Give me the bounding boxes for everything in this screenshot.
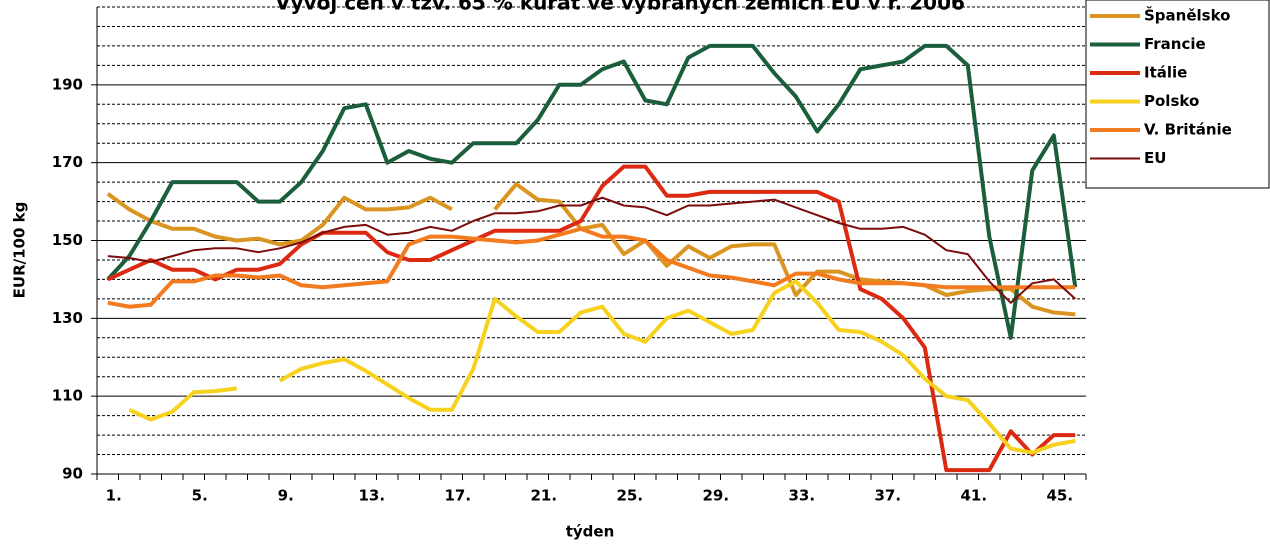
x-axis-label: týden (566, 523, 615, 541)
legend-label: Polsko (1144, 92, 1199, 110)
x-tick-label: 45. (1046, 487, 1073, 505)
x-tick-label: 5. (192, 487, 208, 505)
y-tick-label: 130 (52, 309, 83, 327)
x-tick-label: 21. (530, 487, 557, 505)
legend-box (1085, 0, 1270, 189)
x-tick-label: 37. (874, 487, 901, 505)
series-line (106, 43, 1078, 340)
x-tick-label: 17. (444, 487, 471, 505)
y-tick-label: 190 (52, 75, 83, 93)
x-tick-label: 29. (702, 487, 729, 505)
series-line (107, 196, 1076, 304)
legend-label: Itálie (1144, 64, 1187, 82)
y-tick-label: 110 (52, 387, 83, 405)
x-tick-label: 41. (960, 487, 987, 505)
x-tick-label: 9. (278, 487, 294, 505)
legend-label: Španělsko (1144, 6, 1230, 25)
y-tick-label: 170 (52, 153, 83, 171)
y-tick-label: 90 (62, 465, 83, 483)
legend-label: EU (1144, 149, 1166, 167)
series-line (106, 164, 1076, 473)
series-line (128, 279, 1076, 455)
y-tick-label: 150 (52, 231, 83, 249)
x-tick-label: 13. (358, 487, 385, 505)
series-line (106, 182, 1076, 317)
legend-label: V. Británie (1144, 121, 1232, 139)
x-tick-label: 33. (788, 487, 815, 505)
y-axis-label: EUR/100 kg (11, 202, 29, 299)
series-line (107, 226, 1076, 309)
x-tick-label: 1. (106, 487, 122, 505)
x-tick-label: 25. (616, 487, 643, 505)
legend-label: Francie (1144, 35, 1206, 53)
